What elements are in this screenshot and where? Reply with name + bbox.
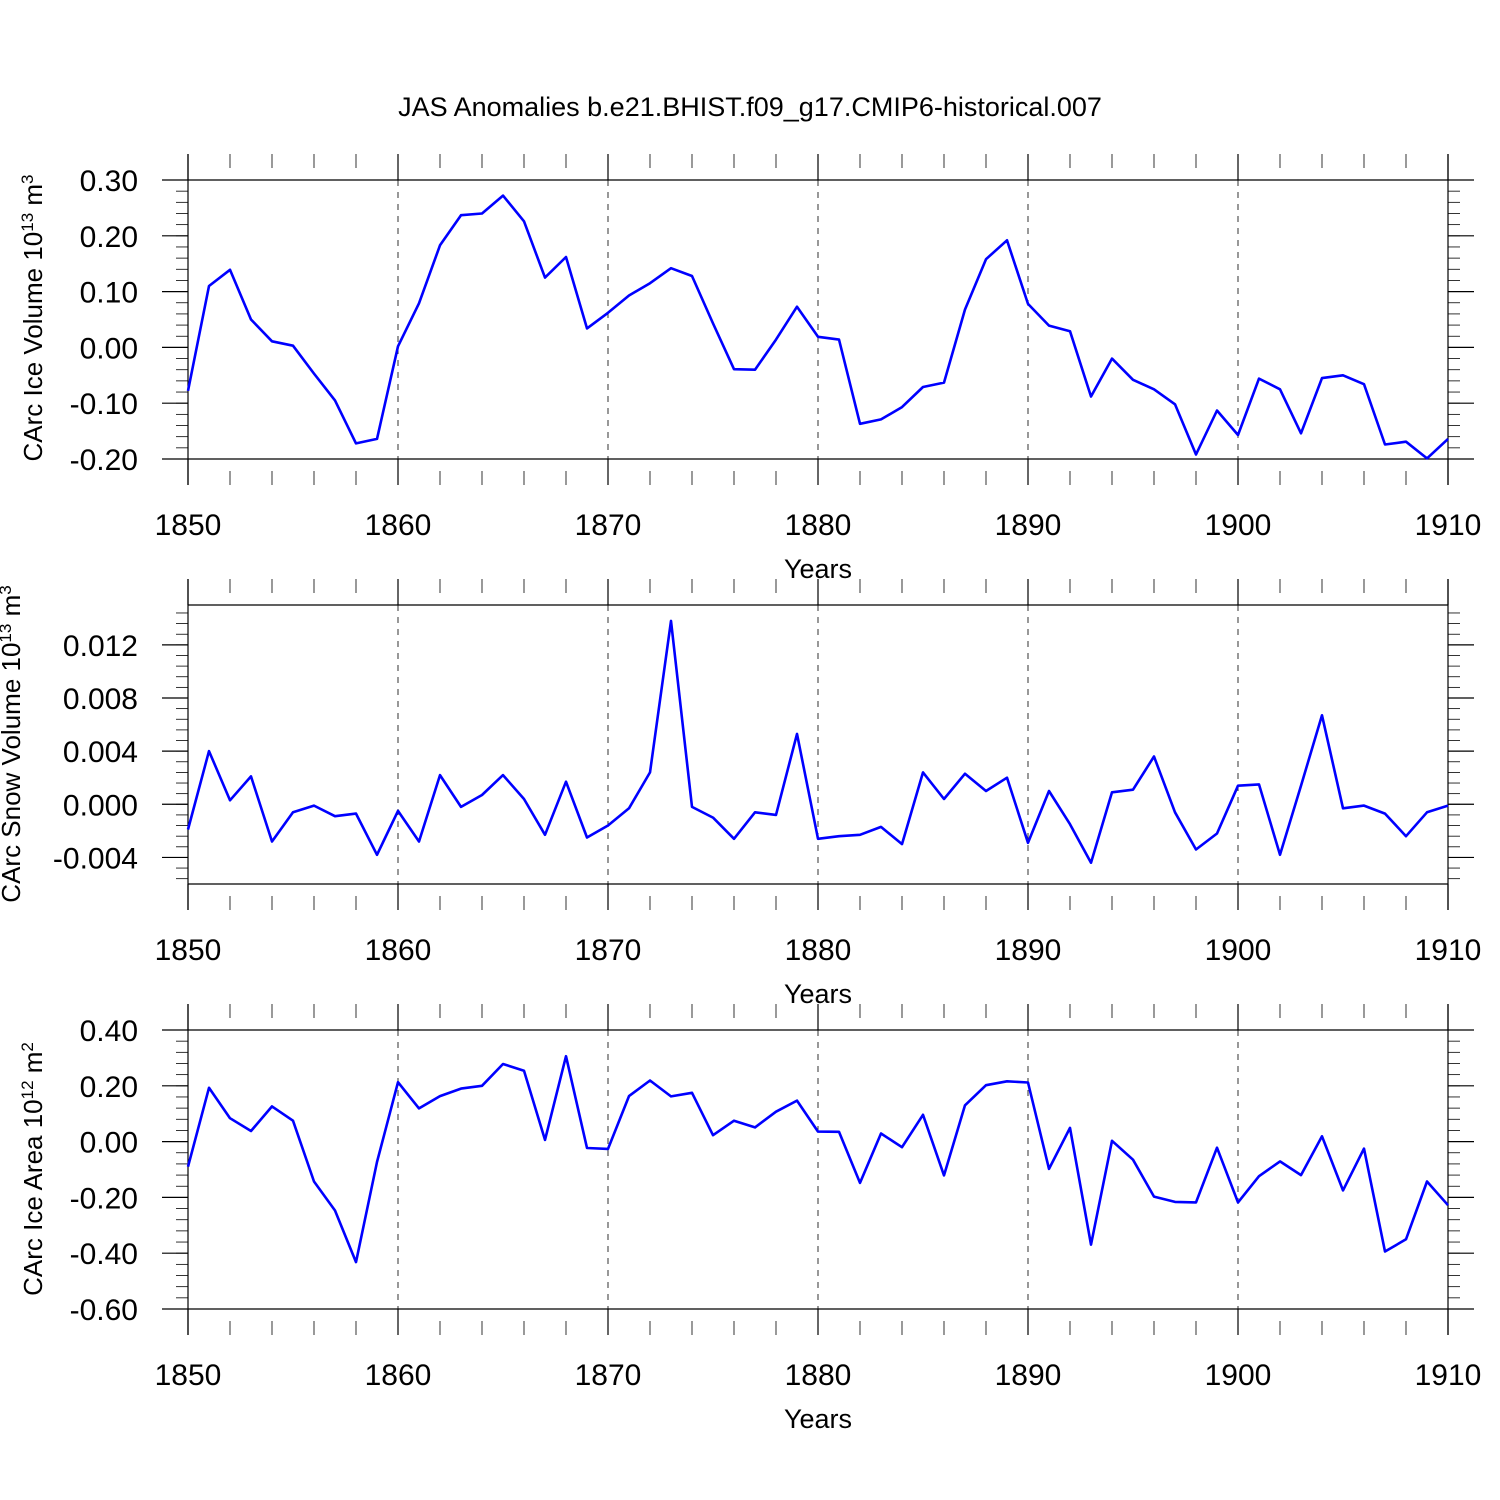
ylabel-main: CArc Ice Area 10 [18,1099,48,1296]
x-tick-label: 1900 [1205,934,1272,967]
x-tick-label: 1850 [155,1359,222,1392]
series-line [186,619,1449,865]
ylabel-unit: m [18,184,48,213]
x-tick-label: 1880 [785,1359,852,1392]
ylabel-unit: m [0,595,26,624]
y-tick-label: 0.20 [80,1071,138,1104]
snow-volume-ylabel: CArc Snow Volume 1013 m3 [0,585,26,902]
series-line [186,1054,1449,1264]
ice-area-xlabel: Years [784,1404,852,1434]
x-tick-label: 1910 [1415,509,1482,542]
ylabel-exponent: 12 [18,1080,37,1099]
series-line [186,194,1449,460]
x-tick-label: 1860 [365,1359,432,1392]
x-tick-label: 1890 [995,1359,1062,1392]
snow-volume-panel: CArc Snow Volume 1013 m3 Years -0.0040.0… [0,579,1481,1009]
y-tick-label: -0.60 [70,1294,138,1327]
y-tick-label: -0.10 [70,388,138,421]
x-tick-label: 1870 [575,509,642,542]
x-tick-label: 1890 [995,934,1062,967]
x-tick-label: 1910 [1415,1359,1482,1392]
x-tick-label: 1910 [1415,934,1482,967]
x-tick-label: 1880 [785,509,852,542]
y-tick-label: 0.00 [80,1127,138,1160]
x-tick-label: 1850 [155,509,222,542]
x-tick-label: 1870 [575,934,642,967]
x-tick-label: 1900 [1205,1359,1272,1392]
figure-title: JAS Anomalies b.e21.BHIST.f09_g17.CMIP6-… [398,92,1102,122]
y-tick-label: 0.20 [80,221,138,254]
ice-volume-panel: CArc Ice Volume 1013 m3 Years -0.20-0.10… [18,154,1482,584]
y-tick-label: -0.004 [53,842,138,875]
y-tick-label: 0.30 [80,165,138,198]
ylabel-exponent: 13 [18,213,37,232]
x-tick-label: 1850 [155,934,222,967]
y-tick-label: 0.00 [80,332,138,365]
y-tick-label: 0.000 [63,789,138,822]
ylabel-unit: m [18,1052,48,1081]
y-tick-label: -0.20 [70,444,138,477]
ylabel-unit-exponent: 2 [18,1042,37,1051]
ylabel-unit-exponent: 3 [0,585,15,594]
y-tick-label: 0.10 [80,277,138,310]
ylabel-main: CArc Ice Volume 10 [18,232,48,462]
ylabel-unit-exponent: 3 [18,174,37,183]
x-tick-label: 1880 [785,934,852,967]
y-tick-label: 0.008 [63,683,138,716]
y-tick-label: -0.40 [70,1238,138,1271]
x-tick-label: 1860 [365,934,432,967]
y-tick-label: -0.20 [70,1182,138,1215]
ice-volume-ylabel: CArc Ice Volume 1013 m3 [18,174,49,461]
y-tick-label: 0.012 [63,630,138,663]
ice-area-ylabel: CArc Ice Area 1012 m2 [18,1042,49,1296]
x-tick-label: 1900 [1205,509,1272,542]
ylabel-exponent: 13 [0,624,15,643]
ice-area-panel: CArc Ice Area 1012 m2 Years -0.60 -0.40 -0… [18,1004,1482,1434]
x-tick-label: 1860 [365,509,432,542]
y-tick-label: 0.004 [63,736,138,769]
x-tick-label: 1890 [995,509,1062,542]
ylabel-main: CArc Snow Volume 10 [0,643,26,903]
x-tick-label: 1870 [575,1359,642,1392]
y-tick-label: 0.40 [80,1015,138,1048]
